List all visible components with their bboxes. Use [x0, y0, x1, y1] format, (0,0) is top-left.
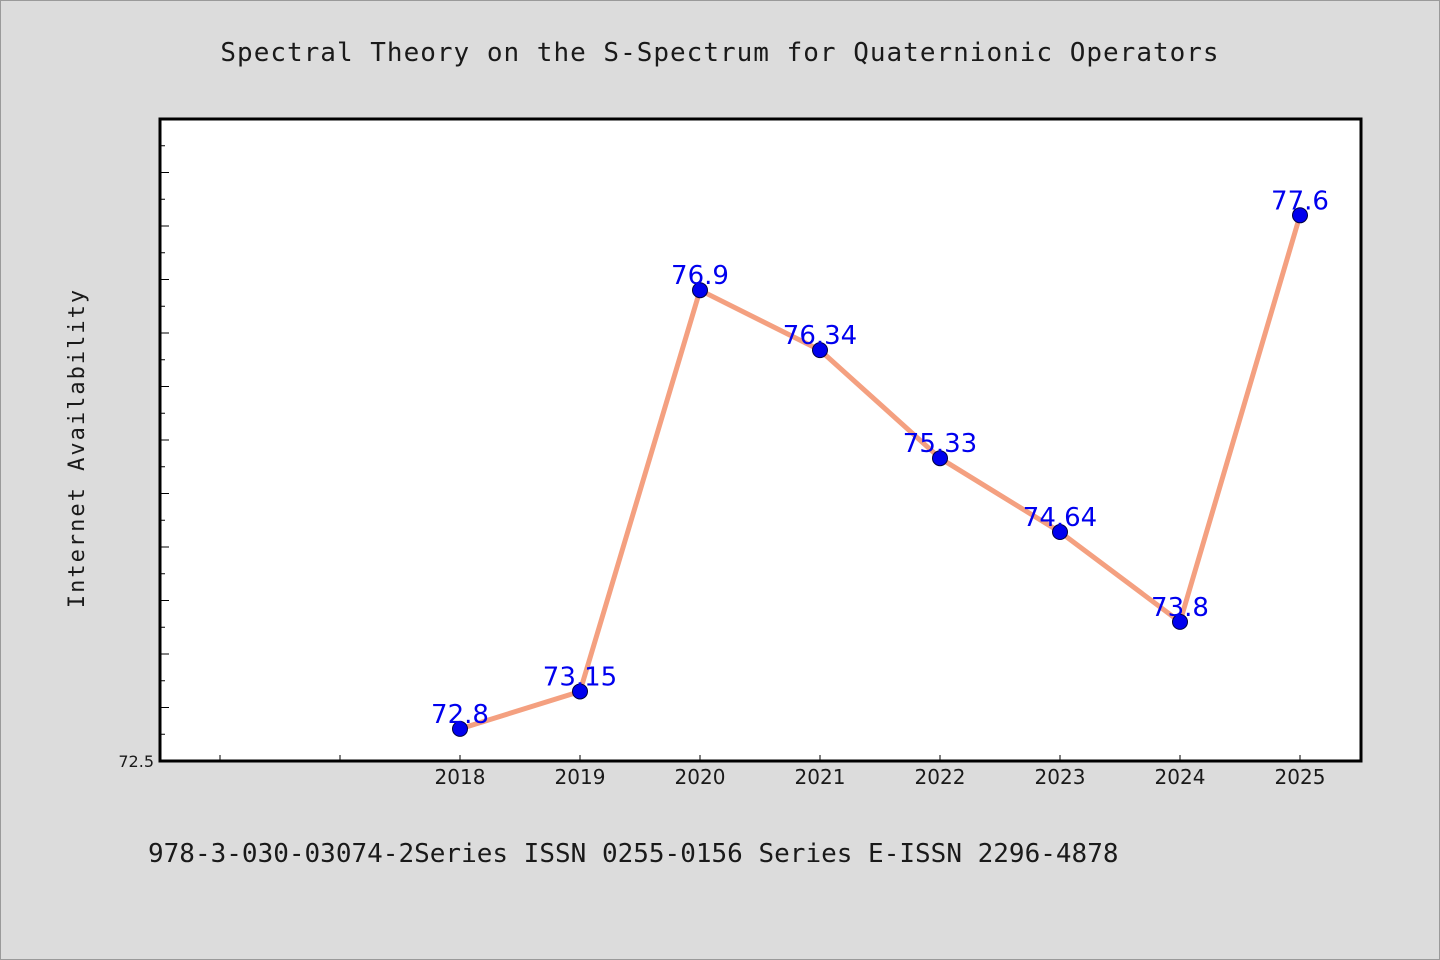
x-tick-label: 2018: [435, 765, 486, 789]
data-point-marker: [1052, 524, 1068, 541]
data-point-marker: [932, 450, 948, 467]
data-label: 72.8: [431, 700, 489, 730]
plot-area: [158, 117, 1363, 763]
data-point-marker: [812, 342, 828, 359]
x-tick-label: 2023: [1035, 765, 1086, 789]
axis-ticks: 72.5 2018 2019 2020 2021 2022 2023 2024 2025: [118, 118, 1326, 789]
data-point-marker: [1292, 207, 1308, 224]
data-label: 76.9: [671, 261, 729, 291]
y-tick-label: 72.5: [118, 752, 154, 771]
chart-title: Spectral Theory on the S-Spectrum for Qu…: [220, 38, 1219, 68]
x-tick-label: 2022: [915, 765, 966, 789]
data-label: 73.15: [543, 662, 617, 692]
x-tick-label: 2021: [795, 765, 846, 789]
data-label: 74.64: [1023, 503, 1097, 533]
data-point-marker: [452, 720, 468, 737]
data-label: 75.33: [903, 429, 977, 459]
x-tick-label: 2019: [555, 765, 606, 789]
series-polyline: [457, 212, 1303, 732]
series-line: 72.8 73.15 76.9 76.34 75.33 74.64 73.8 77.6: [431, 186, 1329, 737]
data-label: 77.6: [1271, 186, 1329, 216]
data-point-marker: [1172, 613, 1188, 630]
x-tick-label: 2025: [1275, 765, 1326, 789]
data-label: 73.8: [1151, 593, 1209, 623]
x-tick-label: 2020: [675, 765, 726, 789]
data-point-marker: [692, 282, 708, 299]
footer-isbn-text: 978-3-030-03074-2Series ISSN 0255-0156 S…: [148, 839, 1119, 869]
data-label: 76.34: [783, 321, 857, 351]
y-axis-label: Internet Availability: [65, 288, 90, 608]
data-point-marker: [572, 683, 588, 700]
x-tick-label: 2024: [1155, 765, 1206, 789]
